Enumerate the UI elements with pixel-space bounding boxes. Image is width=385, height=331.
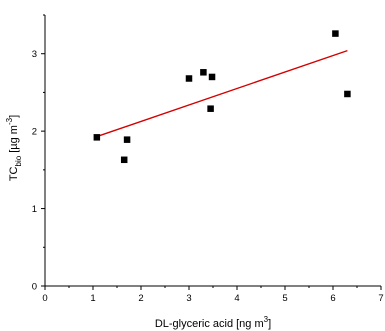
- data-point: [185, 75, 193, 82]
- data-point: [123, 136, 131, 143]
- fit-line-group: [96, 49, 348, 138]
- y-tick-label: 2: [32, 127, 37, 138]
- data-point: [93, 134, 101, 141]
- y-tick-label: 0: [32, 282, 37, 293]
- x-tick-label: 4: [234, 293, 239, 304]
- ticks: 0 1 2 3 4 5 6 7 0 1 2 3: [32, 14, 384, 304]
- x-tick-label: 3: [186, 293, 191, 304]
- y-tick-label: 1: [32, 204, 37, 215]
- data-point: [344, 90, 351, 98]
- data-point: [208, 73, 216, 81]
- y-tick-label: 3: [32, 49, 37, 60]
- x-tick-label: 5: [282, 293, 287, 304]
- x-tick-label: 0: [42, 293, 47, 304]
- data-point: [207, 105, 214, 112]
- data-point: [332, 30, 339, 37]
- x-tick-label: 6: [330, 293, 335, 304]
- data-point: [200, 69, 207, 76]
- x-tick-label: 1: [90, 293, 95, 304]
- x-tick-label: 2: [138, 293, 143, 304]
- fit-line: [96, 49, 348, 138]
- x-tick-label: 7: [378, 293, 383, 304]
- x-axis-label: DL-glyceric acid [ng m3]: [155, 315, 271, 330]
- data-point: [120, 156, 128, 164]
- data-points: [93, 30, 351, 164]
- y-axis-label: TCbio [µg m-3]: [5, 115, 23, 181]
